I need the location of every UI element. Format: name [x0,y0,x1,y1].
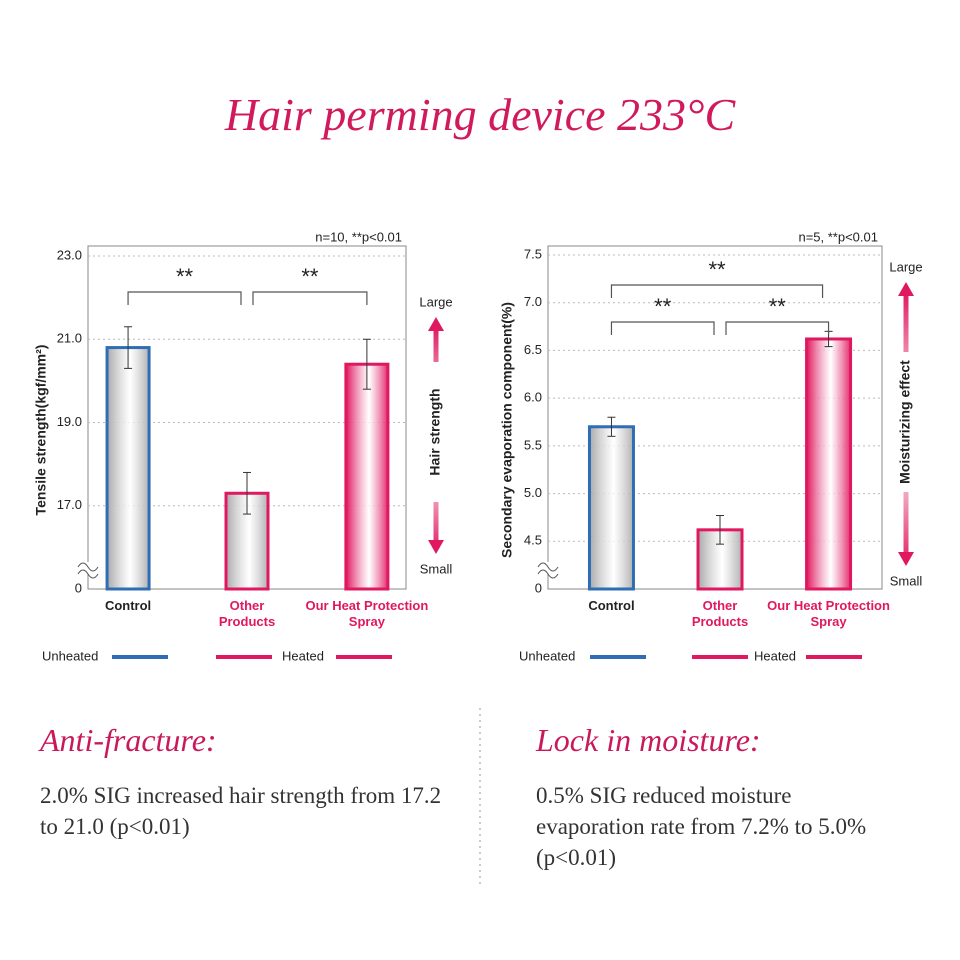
section-heading: Anti-fracture: [40,722,217,758]
x-tick-label: Other Products [218,598,276,629]
section-text: 2.0% SIG increased hair strength from 17… [40,783,442,839]
arrow-label-bg [427,362,445,502]
y-tick-label: 4.5 [524,533,542,548]
note: n=5, **p<0.01 [798,229,878,244]
arrow-head [428,540,444,554]
x-tick-label: Our Heat Protection Spray [767,598,890,629]
significance-label: ** [654,294,672,319]
arrow-head [898,282,914,296]
significance-bracket [252,291,368,305]
legend-label: Unheated [42,648,98,663]
y-tick-label: 0 [535,580,542,595]
significance-label: ** [769,294,787,319]
arrow-top-label: Large [889,259,922,274]
y-tick-label: 21.0 [57,331,82,346]
y-tick-label: 23.0 [57,247,82,262]
y-tick-label: 6.0 [524,390,542,405]
y-tick-label: 17.0 [57,497,82,512]
y-tick-label: 5.5 [524,437,542,452]
arrow-bottom-label: Small [420,561,453,576]
significance-label: ** [301,264,319,289]
significance-bracket [725,321,830,335]
significance-label: ** [176,264,194,289]
error-bar [716,515,725,545]
y-tick-label: 5.0 [524,485,542,500]
arrow-label-bg [897,352,915,492]
bar [344,362,390,591]
y-axis-label: Tensile strength(kgf/mm²) [33,345,49,516]
section-heading: Lock in moisture: [536,722,761,758]
section-text: 0.5% SIG reduced moisture evaporation ra… [536,783,867,870]
y-tick-label: 6.5 [524,342,542,357]
arrow-label: Hair strength [427,388,443,475]
page-title: Hair perming device 233°C [224,89,736,140]
significance-label: ** [708,257,726,282]
y-tick-label: 0 [75,580,82,595]
axis-break [537,562,559,572]
error-bar [124,326,133,369]
y-axis-label: Secondary evaporation component(%) [499,302,515,558]
y-tick-label: 7.0 [524,294,542,309]
significance-bracket [127,291,242,305]
axis-break [77,569,99,579]
x-tick-label: Control [588,598,635,613]
error-bar [607,416,616,437]
x-tick-label: Control [104,598,152,613]
bar [805,337,853,591]
bar [105,346,151,591]
legend-label: Heated [282,648,324,663]
error-bar [362,338,371,390]
axis-break [77,562,99,572]
arrow-bottom-label: Small [890,573,923,588]
significance-bracket [610,284,824,298]
note: n=10, **p<0.01 [315,229,402,244]
arrow-head [898,552,914,566]
x-tick-label: Our Heat Protection Spray [305,598,429,629]
x-tick-label: Other Products [691,598,749,629]
legend-label: Heated [754,648,796,663]
arrow-label: Moisturizing effect [897,360,913,484]
legend-label: Unheated [519,648,575,663]
significance-bracket [610,321,715,335]
arrow-head [428,317,444,331]
error-bar [243,471,251,515]
arrow-top-label: Large [419,294,452,309]
y-tick-label: 19.0 [57,414,82,429]
y-tick-label: 7.5 [524,246,542,261]
bar [587,425,635,591]
axis-break [537,569,559,579]
